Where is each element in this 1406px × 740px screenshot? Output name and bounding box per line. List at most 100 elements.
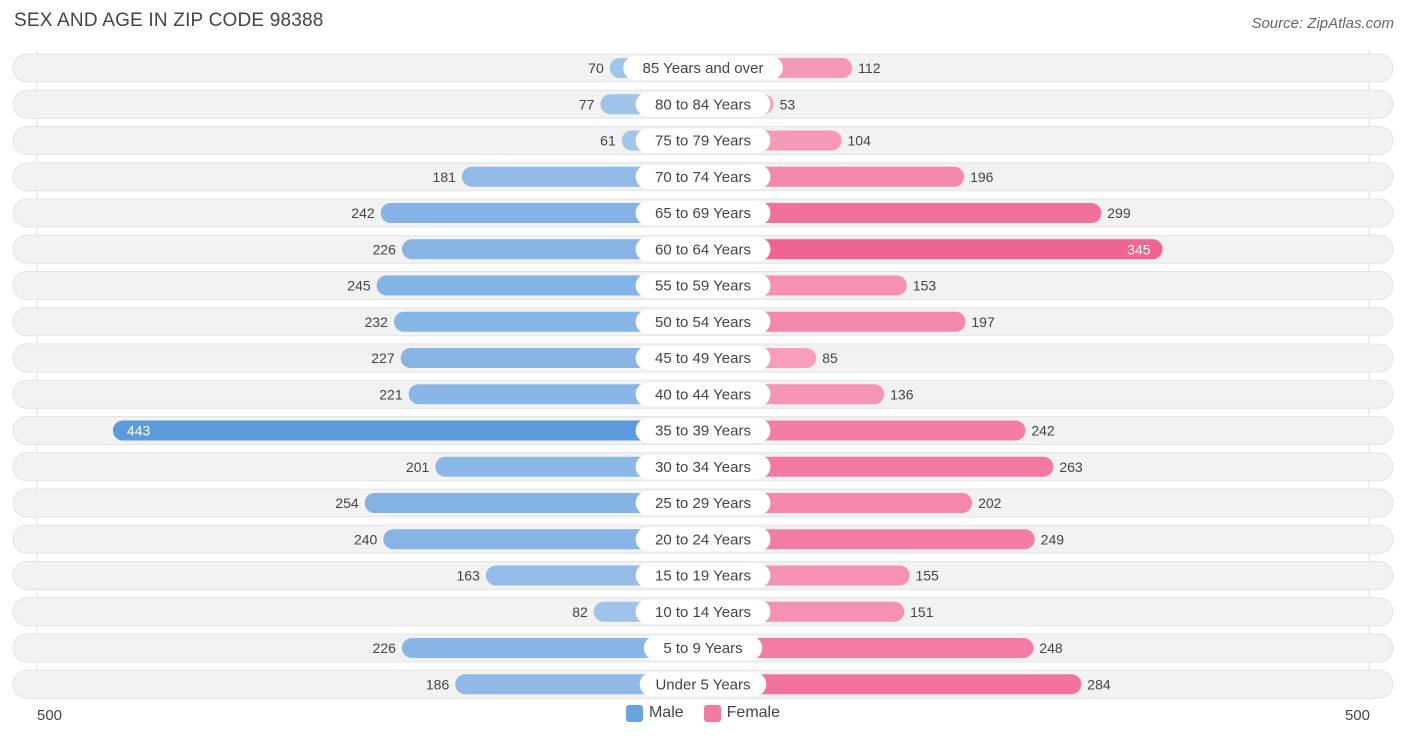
category-label: 65 to 69 Years (655, 205, 751, 222)
category-label: 45 to 49 Years (655, 350, 751, 367)
category-label-background (635, 599, 771, 624)
row-1: 77 53 80 to 84 Years (12, 89, 1394, 119)
male-bar (393, 311, 703, 332)
category-label: 70 to 74 Years (655, 169, 751, 186)
category-label-background (643, 636, 763, 660)
row-13: 240 249 20 to 24 Years (12, 524, 1394, 554)
category-label: 40 to 44 Years (655, 386, 751, 403)
category-label-background (635, 491, 771, 515)
category-label-background (635, 382, 771, 407)
category-label-background (635, 237, 771, 262)
row-8: 227 85 45 to 49 Years (12, 343, 1394, 373)
male-bar (364, 493, 703, 513)
category-label-background (635, 418, 771, 443)
category-label-background (623, 56, 783, 80)
row-5: 226 345 60 to 64 Years (12, 234, 1394, 264)
female-value-label: 299 (1107, 205, 1131, 221)
male-bar (408, 384, 703, 405)
category-label-background (635, 273, 771, 298)
male-value-label: 61 (600, 133, 616, 149)
female-value-label: 85 (822, 350, 838, 366)
male-value-label: 240 (354, 531, 378, 547)
category-label-background (639, 672, 767, 697)
category-label-background (635, 563, 771, 588)
male-value-label: 201 (406, 459, 430, 475)
category-label-background (635, 527, 771, 552)
male-bar (376, 275, 703, 296)
male-value-label: 77 (579, 96, 595, 112)
female-value-label: 284 (1087, 676, 1111, 692)
female-value-label: 53 (780, 96, 796, 112)
legend-swatch-male (625, 704, 643, 722)
male-value-label: 226 (373, 640, 397, 656)
category-label-background (635, 309, 771, 334)
female-value-label: 153 (913, 278, 937, 294)
row-3: 181 196 70 to 74 Years (12, 162, 1394, 192)
female-value-label: 136 (890, 386, 914, 402)
female-value-label: 151 (910, 604, 934, 620)
male-value-label: 443 (127, 423, 151, 439)
male-bar (435, 456, 703, 477)
axis-right-label: 500 (1344, 707, 1370, 724)
category-label-background (635, 128, 771, 153)
female-value-label: 248 (1039, 640, 1063, 656)
male-bar (401, 638, 703, 658)
male-bar (400, 348, 703, 368)
male-value-label: 82 (572, 604, 588, 620)
category-label: 30 to 34 Years (655, 459, 751, 476)
row-6: 245 153 55 to 59 Years (12, 271, 1394, 300)
chart-title: SEX AND AGE IN ZIP CODE 98388 (14, 10, 324, 31)
female-bar (703, 239, 1163, 260)
female-bar (703, 456, 1054, 477)
female-value-label: 155 (915, 568, 939, 584)
male-value-label: 254 (335, 495, 359, 511)
category-label: 35 to 39 Years (655, 423, 751, 440)
female-value-label: 196 (970, 169, 994, 185)
row-0: 70 112 85 Years and over (12, 53, 1394, 83)
male-bar (380, 203, 703, 223)
row-7: 232 197 50 to 54 Years (12, 307, 1394, 337)
male-value-label: 181 (433, 169, 457, 185)
legend-swatch-female (703, 704, 721, 722)
female-value-label: 249 (1041, 531, 1065, 547)
category-label: 25 to 29 Years (655, 495, 751, 512)
row-17: 186 284 Under 5 Years (12, 669, 1394, 699)
female-bar (703, 420, 1026, 441)
male-value-label: 245 (347, 278, 371, 294)
female-value-label: 202 (978, 495, 1002, 511)
male-value-label: 163 (457, 568, 481, 584)
legend-item-female[interactable]: Female (703, 704, 780, 722)
row-4: 242 299 65 to 69 Years (12, 198, 1394, 228)
legend-label-male: Male (648, 704, 684, 721)
male-bar (112, 420, 703, 441)
category-label-background (635, 92, 771, 117)
female-bar (703, 493, 973, 513)
category-label: 60 to 64 Years (655, 241, 751, 258)
male-value-label: 226 (373, 241, 397, 257)
category-label-background (635, 346, 771, 370)
male-value-label: 227 (371, 350, 395, 366)
female-value-label: 242 (1031, 423, 1055, 439)
row-15: 82 151 10 to 14 Years (12, 597, 1394, 627)
category-label: 10 to 14 Years (655, 604, 751, 621)
axis-left-label: 500 (37, 707, 63, 724)
male-value-label: 221 (379, 386, 403, 402)
female-value-label: 197 (971, 314, 995, 330)
row-2: 61 104 75 to 79 Years (12, 126, 1394, 155)
row-10: 443 242 35 to 39 Years (12, 416, 1394, 445)
male-bar (401, 239, 703, 260)
female-value-label: 104 (848, 133, 872, 149)
female-bar (703, 638, 1034, 658)
female-bar (703, 529, 1035, 550)
female-bar (703, 674, 1082, 695)
female-value-label: 263 (1059, 459, 1083, 475)
category-label: 85 Years and over (643, 60, 764, 77)
source-label: Source: ZipAtlas.com (1251, 15, 1394, 32)
category-label: 15 to 19 Years (655, 568, 751, 585)
legend-item-male[interactable]: Male (625, 704, 684, 722)
row-14: 163 155 15 to 19 Years (12, 561, 1394, 590)
female-value-label: 345 (1127, 241, 1151, 257)
category-label-background (635, 454, 771, 479)
category-label-background (635, 164, 771, 189)
category-label: 55 to 59 Years (655, 278, 751, 295)
